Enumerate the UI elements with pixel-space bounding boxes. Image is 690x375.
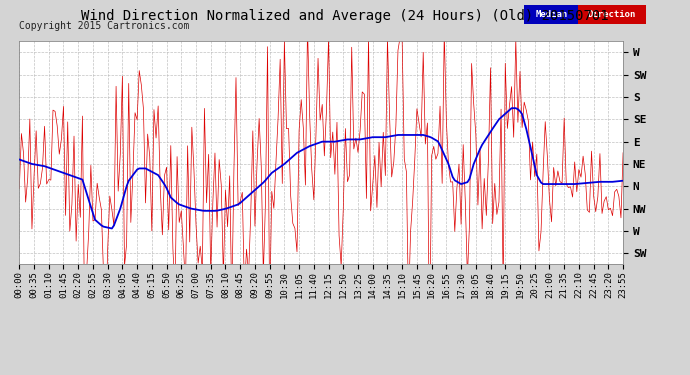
Text: Copyright 2015 Cartronics.com: Copyright 2015 Cartronics.com	[19, 21, 190, 31]
Text: Direction: Direction	[588, 10, 636, 19]
Text: Median: Median	[535, 10, 567, 19]
Text: Wind Direction Normalized and Average (24 Hours) (Old) 20150701: Wind Direction Normalized and Average (2…	[81, 9, 609, 23]
